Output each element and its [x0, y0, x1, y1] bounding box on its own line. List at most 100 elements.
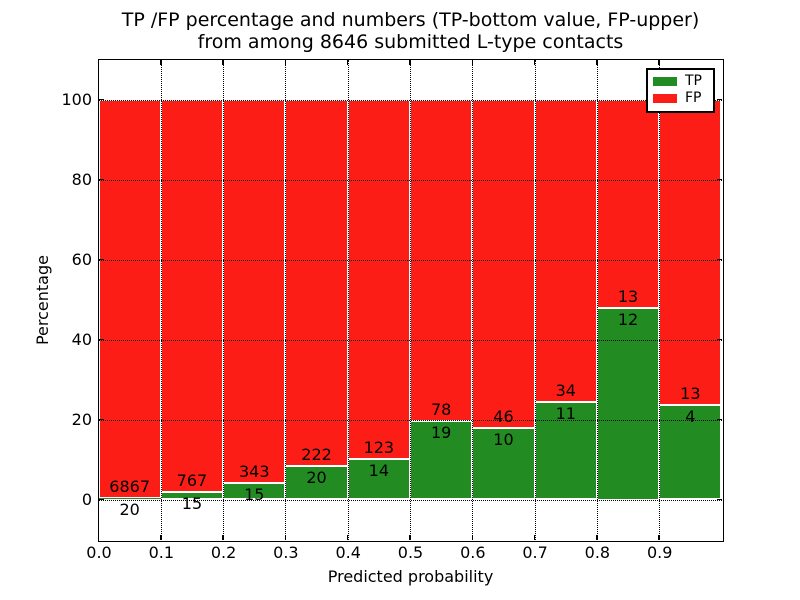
x-tick-mark	[346, 59, 349, 65]
x-tick-label: 0.8	[584, 543, 611, 562]
x-tick-mark	[471, 59, 474, 65]
x-tick-label: 0.3	[273, 543, 299, 562]
y-tick-label: 60	[71, 250, 92, 269]
gridline-vertical	[659, 59, 661, 540]
legend-entry-tp: TP	[648, 73, 713, 90]
gridline-horizontal	[98, 179, 722, 181]
y-tick-mark	[98, 178, 104, 181]
gridline-vertical	[347, 59, 349, 540]
bar-segment-tp	[410, 421, 473, 500]
bar-segment-tp	[347, 458, 410, 500]
x-tick-label: 0.4	[335, 543, 361, 562]
x-tick-label: 0.7	[522, 543, 548, 562]
x-tick-mark	[409, 534, 411, 540]
y-tick-mark	[716, 178, 722, 181]
gridline-horizontal	[98, 339, 722, 341]
y-tick-label: 0	[81, 490, 92, 509]
bar-label-fp: 34	[555, 380, 576, 400]
x-tick-label: 0.5	[397, 543, 424, 562]
x-tick-mark	[658, 59, 660, 65]
x-tick-mark	[222, 534, 224, 540]
y-axis-label: Percentage	[33, 255, 52, 346]
gridline-vertical	[410, 59, 411, 540]
gridline-horizontal	[98, 499, 722, 501]
gridline-vertical	[534, 59, 536, 540]
x-tick-label: 0.9	[646, 543, 673, 562]
bar-label-tp: 15	[181, 493, 203, 513]
legend: TP FP	[646, 68, 715, 113]
chart-title: TP /FP percentage and numbers (TP-bottom…	[99, 9, 722, 53]
bar-segment-tp	[472, 428, 535, 500]
bar-label-fp: 13	[680, 384, 701, 404]
ticks-layer	[98, 59, 722, 540]
bar-label-tp: 20	[119, 500, 140, 520]
gridline-horizontal	[98, 259, 722, 261]
gridline-vertical	[223, 59, 225, 540]
bar-label-tp: 15	[244, 484, 265, 504]
plot-area: 6867 20 767 15 343 15 222 20 123 14 78 19 46 10 34 11 13…	[97, 58, 724, 542]
plot-inner: 6867 20 767 15 343 15 222 20 123 14 78 19 46 10 34 11 13…	[98, 59, 723, 541]
x-tick-mark	[284, 534, 287, 540]
tp-color-swatch	[653, 77, 677, 86]
bar-label-tp: 4	[685, 407, 696, 427]
y-tick-mark	[98, 418, 104, 421]
x-tick-mark	[471, 534, 474, 540]
x-tick-label: 0.2	[210, 543, 237, 562]
y-tick-mark	[98, 98, 104, 101]
bar-segment-fp	[160, 99, 224, 492]
gridline-vertical	[160, 59, 162, 540]
x-tick-mark	[409, 59, 411, 65]
y-tick-mark	[98, 338, 104, 341]
x-tick-mark	[533, 59, 536, 65]
x-tick-mark	[284, 59, 287, 65]
bar-label-fp: 6867	[109, 477, 150, 497]
grid-layer	[98, 59, 722, 540]
fp-color-swatch	[653, 94, 677, 103]
y-tick-mark	[98, 498, 104, 501]
chart-title-line2: from among 8646 submitted L-type contact…	[197, 31, 624, 53]
bar-label-tp: 19	[430, 423, 452, 443]
bar-label-tp: 11	[555, 403, 576, 423]
gridline-vertical	[285, 59, 287, 540]
bar-label-tp: 20	[306, 468, 327, 488]
x-tick-label: 0.6	[460, 543, 486, 562]
x-tick-mark	[596, 534, 598, 540]
x-tick-label: 0.0	[86, 543, 112, 562]
y-tick-mark	[716, 418, 722, 421]
bar-segment-fp	[596, 99, 660, 308]
bar-label-fp: 78	[430, 400, 452, 420]
x-axis-label: Predicted probability	[327, 567, 494, 586]
x-tick-mark	[533, 534, 536, 540]
bar-label-tp: 14	[368, 460, 390, 480]
x-tick-label: 0.1	[148, 543, 175, 562]
bar-label-fp: 343	[238, 461, 270, 481]
gridline-vertical	[596, 59, 598, 540]
bar-label-fp: 13	[617, 286, 639, 306]
x-tick-mark	[160, 59, 162, 65]
bar-label-fp: 123	[363, 437, 395, 457]
legend-entry-fp: FP	[648, 90, 713, 107]
bar-label-fp: 46	[493, 407, 514, 427]
bar-label-fp: 767	[176, 470, 208, 490]
bar-segment-fp	[472, 99, 535, 429]
x-tick-mark	[160, 534, 162, 540]
bar-segment-tp	[98, 498, 161, 500]
bar-label-fp: 222	[301, 445, 332, 465]
y-tick-mark	[716, 98, 722, 101]
x-tick-mark	[596, 59, 598, 65]
bar-segment-fp	[285, 99, 348, 467]
gridline-vertical	[472, 59, 474, 540]
x-tick-mark	[346, 534, 349, 540]
bar-segment-fp	[98, 99, 161, 499]
y-tick-label: 40	[71, 330, 92, 349]
bar-label-tp: 12	[617, 309, 639, 329]
bar-labels-layer: 6867 20 767 15 343 15 222 20 123 14 78 19 46 10 34 11 13…	[99, 60, 722, 540]
y-tick-mark	[98, 258, 104, 261]
bar-segment-tp	[659, 405, 722, 500]
y-tick-mark	[716, 338, 722, 341]
legend-label-tp: TP	[685, 73, 702, 89]
x-tick-mark	[658, 534, 660, 540]
gridline-horizontal	[98, 99, 722, 101]
x-tick-mark	[222, 59, 224, 65]
bar-segment-fp	[659, 99, 722, 406]
